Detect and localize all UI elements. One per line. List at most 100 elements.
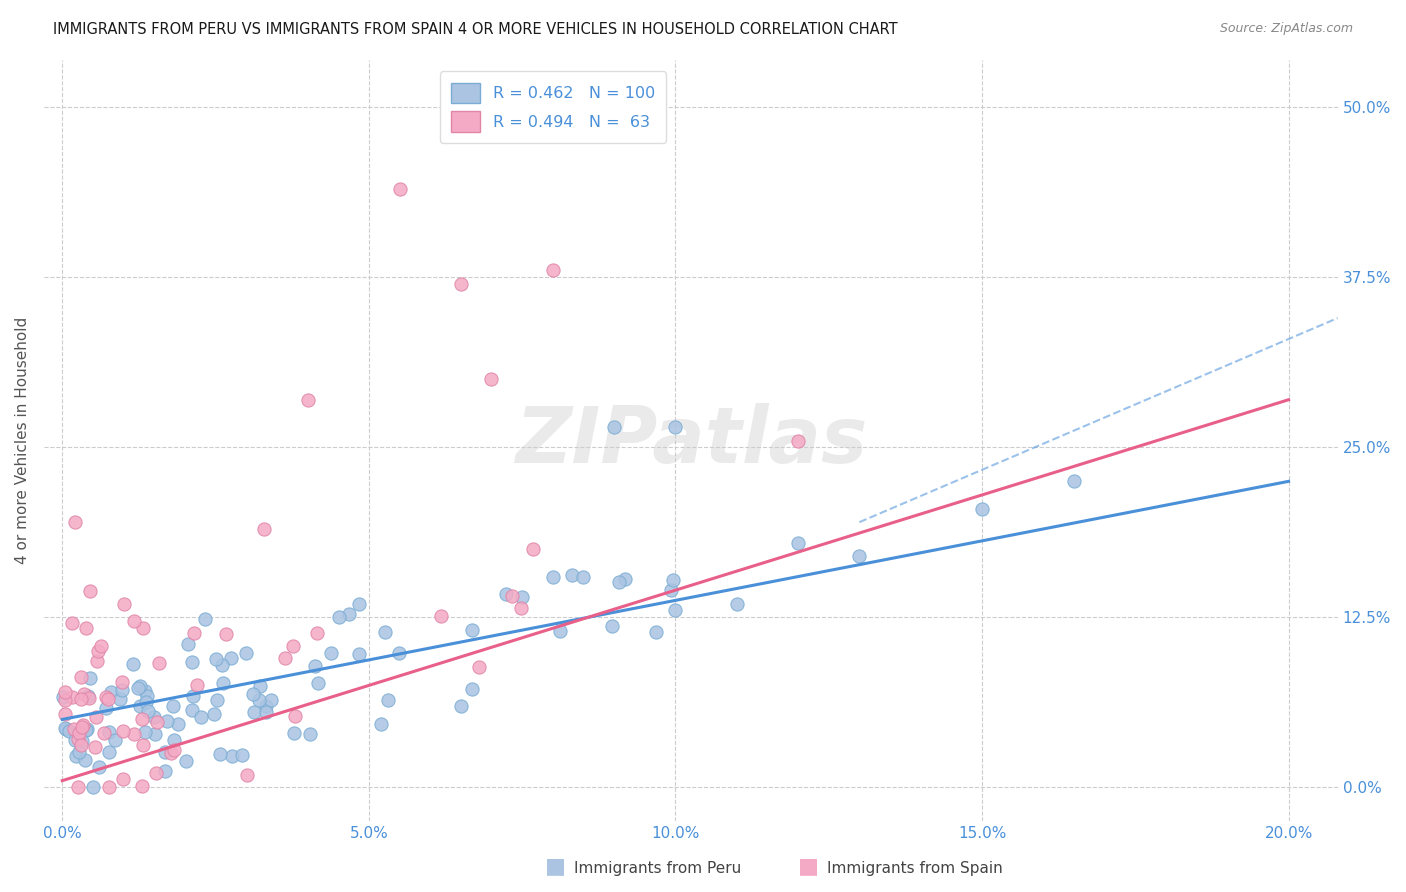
Text: Source: ZipAtlas.com: Source: ZipAtlas.com (1219, 22, 1353, 36)
Point (162, 698, 184, 713)
Point (110, 691, 132, 706)
Point (67, 780, 90, 795)
Point (254, 698, 277, 713)
Point (347, 647, 370, 661)
Point (86, 709, 108, 723)
Point (79, 671, 101, 685)
Point (146, 715, 169, 730)
Point (1063, 475, 1085, 489)
Point (65, 748, 87, 763)
Point (388, 646, 411, 660)
Point (283, 639, 305, 653)
Point (561, 568, 583, 582)
Point (112, 772, 135, 786)
Point (155, 745, 177, 759)
Point (111, 674, 134, 689)
Point (194, 612, 217, 626)
Point (614, 572, 637, 586)
Point (75, 723, 97, 738)
Point (143, 726, 166, 740)
Point (231, 747, 253, 762)
Point (67, 745, 90, 759)
Point (131, 779, 153, 793)
Point (148, 656, 170, 670)
Point (450, 699, 472, 714)
Point (460, 681, 482, 696)
Point (134, 684, 156, 698)
Point (63, 723, 86, 737)
Point (221, 748, 243, 763)
Point (94, 701, 117, 715)
Point (254, 706, 277, 720)
Point (86, 644, 108, 658)
Point (131, 712, 153, 726)
Point (299, 727, 322, 741)
Point (253, 522, 276, 536)
Text: ■: ■ (799, 856, 818, 876)
Point (136, 704, 159, 718)
Point (186, 678, 208, 692)
Point (58, 723, 80, 738)
Point (461, 623, 484, 637)
Point (63, 732, 86, 747)
Point (430, 609, 453, 624)
Point (69, 692, 91, 706)
Point (132, 621, 155, 635)
Point (337, 607, 360, 621)
Point (53, 685, 76, 699)
Point (522, 541, 544, 556)
Point (174, 754, 197, 768)
Point (645, 624, 668, 639)
Point (321, 647, 343, 661)
Point (67, 726, 90, 740)
Point (283, 726, 305, 740)
Point (96, 690, 118, 704)
Point (370, 717, 392, 731)
Point (122, 657, 145, 671)
Point (111, 724, 134, 739)
Point (145, 765, 167, 780)
Point (53, 706, 76, 721)
Y-axis label: 4 or more Vehicles in Household: 4 or more Vehicles in Household (15, 317, 30, 564)
Point (135, 695, 157, 709)
Point (162, 743, 184, 757)
Point (243, 705, 266, 719)
Point (177, 637, 200, 651)
Point (602, 618, 624, 632)
Point (607, 575, 630, 590)
Point (284, 709, 307, 723)
Point (97, 725, 120, 739)
Legend: R = 0.462   N = 100, R = 0.494   N =  63: R = 0.462 N = 100, R = 0.494 N = 63 (440, 71, 666, 143)
Point (190, 710, 212, 724)
Point (970, 501, 993, 516)
Point (128, 679, 150, 693)
Point (53, 721, 76, 735)
Point (104, 733, 127, 747)
Point (100, 685, 122, 699)
Point (166, 716, 188, 731)
Point (127, 681, 149, 695)
Point (55, 722, 77, 736)
Text: IMMIGRANTS FROM PERU VS IMMIGRANTS FROM SPAIN 4 OR MORE VEHICLES IN HOUSEHOLD CO: IMMIGRANTS FROM PERU VS IMMIGRANTS FROM … (53, 22, 898, 37)
Point (53, 693, 76, 707)
Point (63, 515, 86, 529)
Point (97, 745, 120, 759)
Point (69, 670, 91, 684)
Point (97, 692, 120, 706)
Text: Immigrants from Peru: Immigrants from Peru (574, 861, 741, 876)
Point (388, 182, 411, 196)
Point (73, 687, 96, 701)
Point (73, 753, 96, 767)
Point (124, 615, 146, 629)
Point (75, 621, 97, 635)
Point (111, 682, 134, 697)
Point (242, 687, 264, 701)
Point (659, 583, 682, 598)
Point (848, 549, 870, 564)
Point (87, 760, 110, 774)
Point (509, 601, 531, 615)
Point (136, 689, 159, 703)
Point (347, 597, 370, 611)
Point (181, 703, 204, 717)
Point (548, 624, 571, 639)
